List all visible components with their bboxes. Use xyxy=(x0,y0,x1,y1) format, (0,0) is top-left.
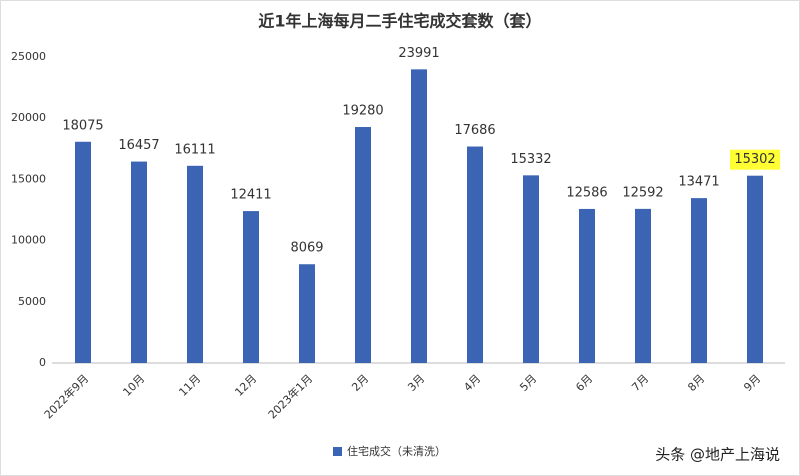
value-label: 15332 xyxy=(510,152,551,167)
y-tick-label: 0 xyxy=(39,356,46,369)
chart-title: 近1年上海每月二手住宅成交套数（套） xyxy=(258,12,541,31)
bar xyxy=(75,141,91,363)
value-label: 13471 xyxy=(678,175,719,190)
bar xyxy=(747,175,763,363)
legend-swatch xyxy=(333,447,342,456)
value-label: 12592 xyxy=(622,185,663,200)
bar xyxy=(131,161,147,363)
label-highlight xyxy=(730,149,780,170)
y-tick-label: 20000 xyxy=(11,111,46,124)
value-label: 18075 xyxy=(62,118,103,133)
bar xyxy=(579,208,595,363)
value-label: 16111 xyxy=(174,142,215,157)
value-label: 12411 xyxy=(230,188,271,203)
value-label: 19280 xyxy=(342,104,383,119)
y-tick-label: 5000 xyxy=(18,295,46,308)
legend-label: 住宅成交（未清洗） xyxy=(347,444,446,458)
value-label: 23991 xyxy=(398,46,439,61)
value-label: 15302 xyxy=(734,152,775,167)
value-label: 16457 xyxy=(118,138,159,153)
bar xyxy=(467,146,483,363)
y-tick-label: 15000 xyxy=(11,172,46,185)
bar xyxy=(635,208,651,363)
y-tick-label: 10000 xyxy=(11,234,46,247)
bar xyxy=(411,69,427,363)
bar xyxy=(355,127,371,363)
bar xyxy=(243,211,259,363)
value-label: 17686 xyxy=(454,123,495,138)
bar xyxy=(523,175,539,363)
value-label: 12586 xyxy=(566,185,607,200)
value-label: 8069 xyxy=(290,241,323,256)
bar xyxy=(299,264,315,363)
y-tick-label: 25000 xyxy=(11,50,46,63)
bar xyxy=(187,165,203,363)
bar xyxy=(691,198,707,363)
watermark: 头条 @地产上海说 xyxy=(655,446,780,464)
